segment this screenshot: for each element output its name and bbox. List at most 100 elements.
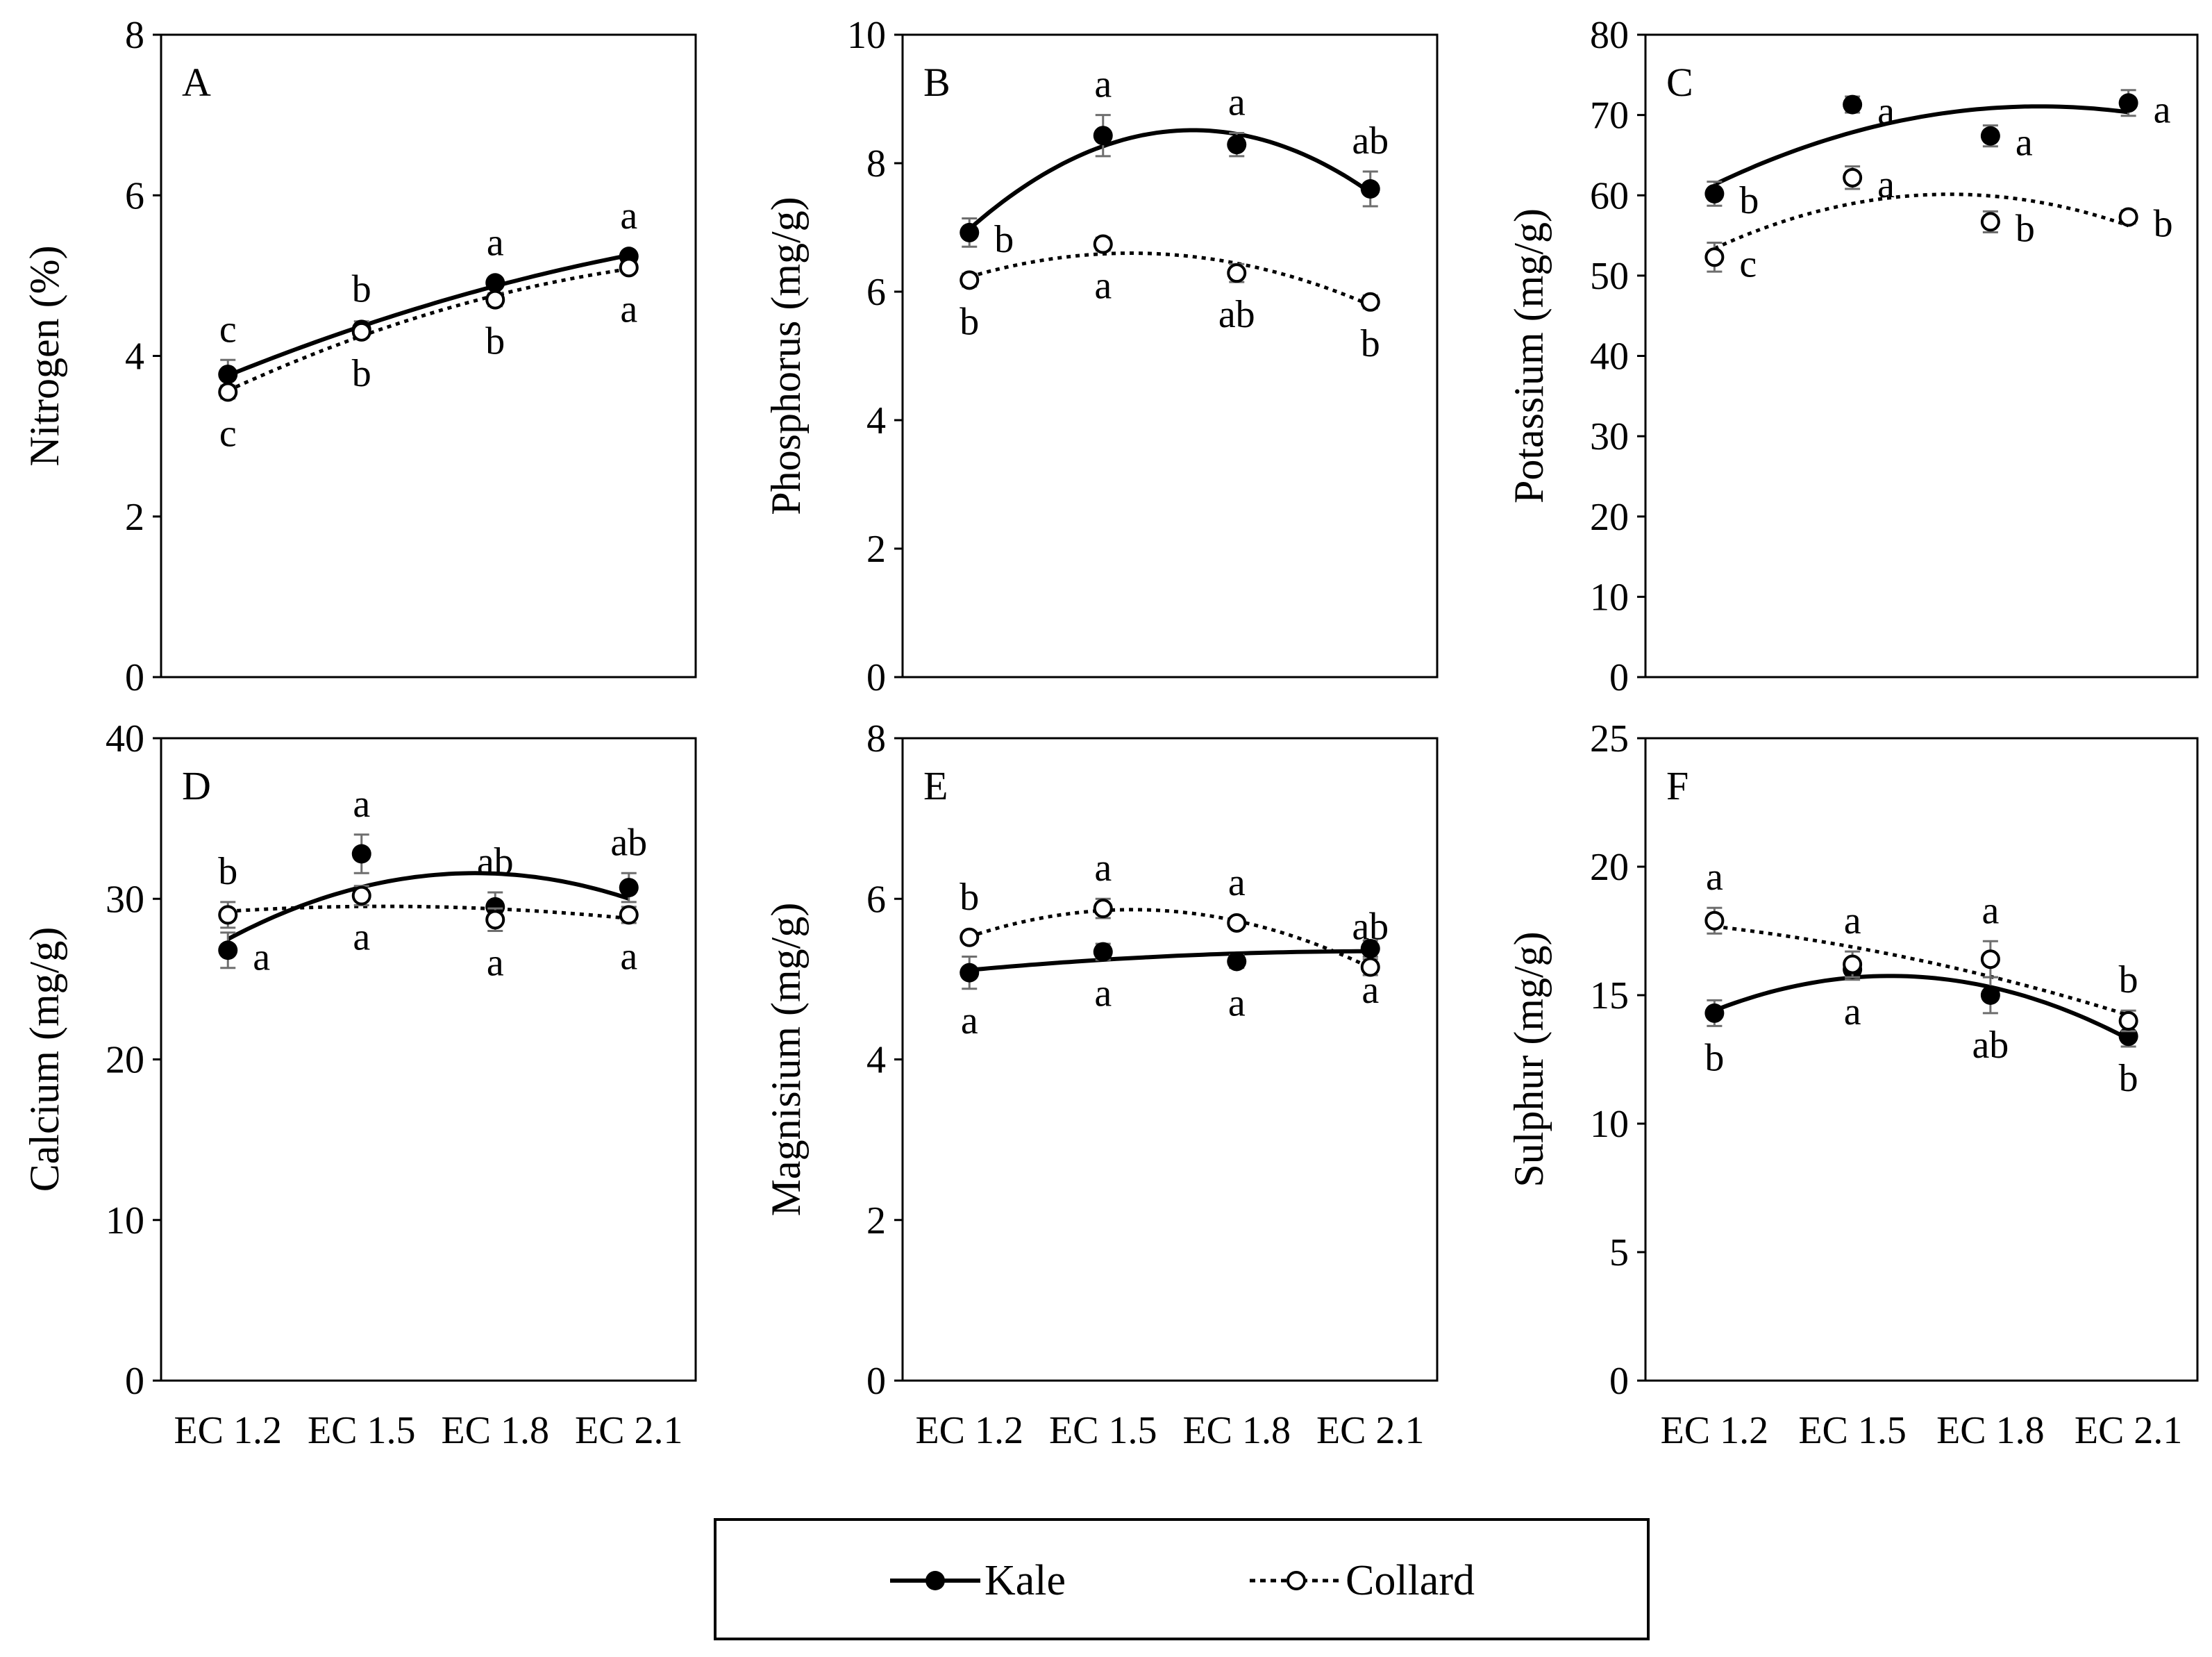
collard-sig-letter: b	[960, 300, 979, 343]
kale-point[interactable]	[1704, 1003, 1725, 1023]
y-tick-label: 2	[125, 496, 144, 539]
y-tick-label: 4	[125, 335, 144, 378]
collard-point[interactable]	[1360, 292, 1380, 312]
collard-point[interactable]	[351, 885, 371, 906]
collard-point[interactable]	[1704, 910, 1725, 931]
collard-point[interactable]	[1980, 212, 2000, 232]
kale-point[interactable]	[1843, 94, 1863, 115]
kale-trendline	[969, 949, 1371, 972]
collard-point[interactable]	[351, 322, 371, 342]
kale-point[interactable]	[1227, 135, 1247, 155]
kale-point[interactable]	[1980, 126, 2000, 146]
collard-point[interactable]	[2118, 1011, 2138, 1031]
panel-c-letter: C	[1666, 60, 1693, 105]
collard-point[interactable]	[1093, 234, 1113, 254]
y-tick-label: 40	[1590, 335, 1629, 378]
collard-point[interactable]	[2118, 207, 2138, 227]
kale-sig-letter: a	[2016, 122, 2033, 165]
x-tick-label: EC 2.1	[575, 1409, 683, 1452]
y-tick-label: 20	[1590, 846, 1629, 889]
collard-sig-letter: b	[960, 876, 979, 919]
collard-point[interactable]	[960, 270, 980, 290]
legend-entry-collard[interactable]: Collard	[1250, 1557, 1475, 1604]
y-tick-label: 50	[1590, 255, 1629, 298]
y-tick-label: 10	[847, 14, 886, 57]
kale-sig-letter: ab	[1352, 119, 1389, 163]
kale-sig-letter: ab	[610, 821, 647, 864]
collard-trendline	[1714, 192, 2129, 251]
y-tick-label: 30	[1590, 415, 1629, 458]
collard-point[interactable]	[485, 910, 505, 930]
collard-point[interactable]	[1227, 913, 1247, 933]
kale-trendline	[1714, 104, 2129, 187]
y-tick-label: 4	[866, 1039, 886, 1082]
y-tick-label: 20	[106, 1039, 144, 1082]
x-tick-label: EC 2.1	[2075, 1409, 2183, 1452]
collard-point[interactable]	[1227, 263, 1247, 283]
collard-point[interactable]	[218, 382, 238, 402]
collard-point[interactable]	[1360, 957, 1380, 977]
kale-point[interactable]	[619, 878, 639, 898]
x-tick-label: EC 1.5	[1798, 1409, 1907, 1452]
kale-trendline	[968, 128, 1372, 231]
kale-point[interactable]	[218, 940, 238, 960]
y-tick-label: 6	[125, 174, 144, 217]
collard-point[interactable]	[485, 290, 505, 310]
panel-d-letter: D	[182, 763, 211, 808]
collard-point[interactable]	[619, 258, 639, 278]
collard-sig-letter: a	[1844, 899, 1861, 942]
collard-point[interactable]	[1843, 954, 1863, 974]
kale-point[interactable]	[1093, 942, 1113, 962]
collard-point[interactable]	[1093, 899, 1113, 919]
kale-point[interactable]	[1704, 183, 1725, 203]
collard-trendline	[227, 267, 630, 392]
panel-b-frame	[901, 33, 1439, 678]
kale-point[interactable]	[1360, 938, 1380, 958]
collard-sig-letter: ab	[1218, 293, 1255, 336]
collard-sig-letter: b	[2119, 958, 2138, 1001]
collard-point[interactable]	[1980, 949, 2000, 969]
kale-sig-letter: a	[961, 999, 978, 1042]
kale-sig-letter: b	[994, 218, 1014, 261]
kale-point[interactable]	[485, 273, 505, 293]
kale-point[interactable]	[960, 963, 980, 983]
kale-point[interactable]	[2118, 93, 2138, 113]
collard-point[interactable]	[1704, 247, 1725, 267]
collard-sig-letter: a	[1877, 163, 1895, 206]
kale-point[interactable]	[1360, 179, 1380, 199]
collard-sig-letter: b	[2016, 207, 2035, 250]
panel-f-ylabel: Sulphur (mg/g)	[1506, 931, 1552, 1187]
x-tick-label: EC 1.2	[915, 1409, 1023, 1452]
y-tick-label: 0	[866, 656, 886, 699]
kale-point[interactable]	[351, 844, 371, 864]
collard-sig-letter: a	[620, 288, 637, 331]
y-tick-label: 6	[866, 271, 886, 314]
collard-sig-letter: a	[1228, 861, 1246, 904]
kale-sig-letter: ab	[1972, 1024, 2009, 1067]
collard-point[interactable]	[960, 927, 980, 947]
legend-entry-kale[interactable]: Kale	[890, 1557, 1066, 1604]
kale-point[interactable]	[960, 222, 980, 242]
kale-sig-letter: a	[2154, 88, 2171, 131]
kale-sig-letter: b	[2119, 1057, 2138, 1100]
collard-point[interactable]	[1843, 167, 1863, 188]
panel-e-ylabel: Magnisium (mg/g)	[763, 903, 809, 1217]
kale-point[interactable]	[1980, 985, 2000, 1005]
kale-point[interactable]	[1227, 951, 1247, 972]
y-tick-label: 40	[106, 717, 144, 760]
kale-sig-letter: a	[487, 221, 504, 264]
kale-sig-letter: a	[1094, 972, 1112, 1015]
x-tick-label: EC 1.5	[308, 1409, 416, 1452]
collard-point[interactable]	[619, 905, 639, 925]
collard-point[interactable]	[218, 905, 238, 925]
kale-point[interactable]	[218, 365, 238, 385]
kale-point[interactable]	[1093, 126, 1113, 146]
x-tick-label: EC 2.1	[1316, 1409, 1425, 1452]
y-tick-label: 0	[1609, 1360, 1629, 1403]
collard-sig-letter: b	[1361, 322, 1380, 365]
x-tick-label: EC 1.8	[441, 1409, 549, 1452]
y-tick-label: 8	[866, 717, 886, 760]
